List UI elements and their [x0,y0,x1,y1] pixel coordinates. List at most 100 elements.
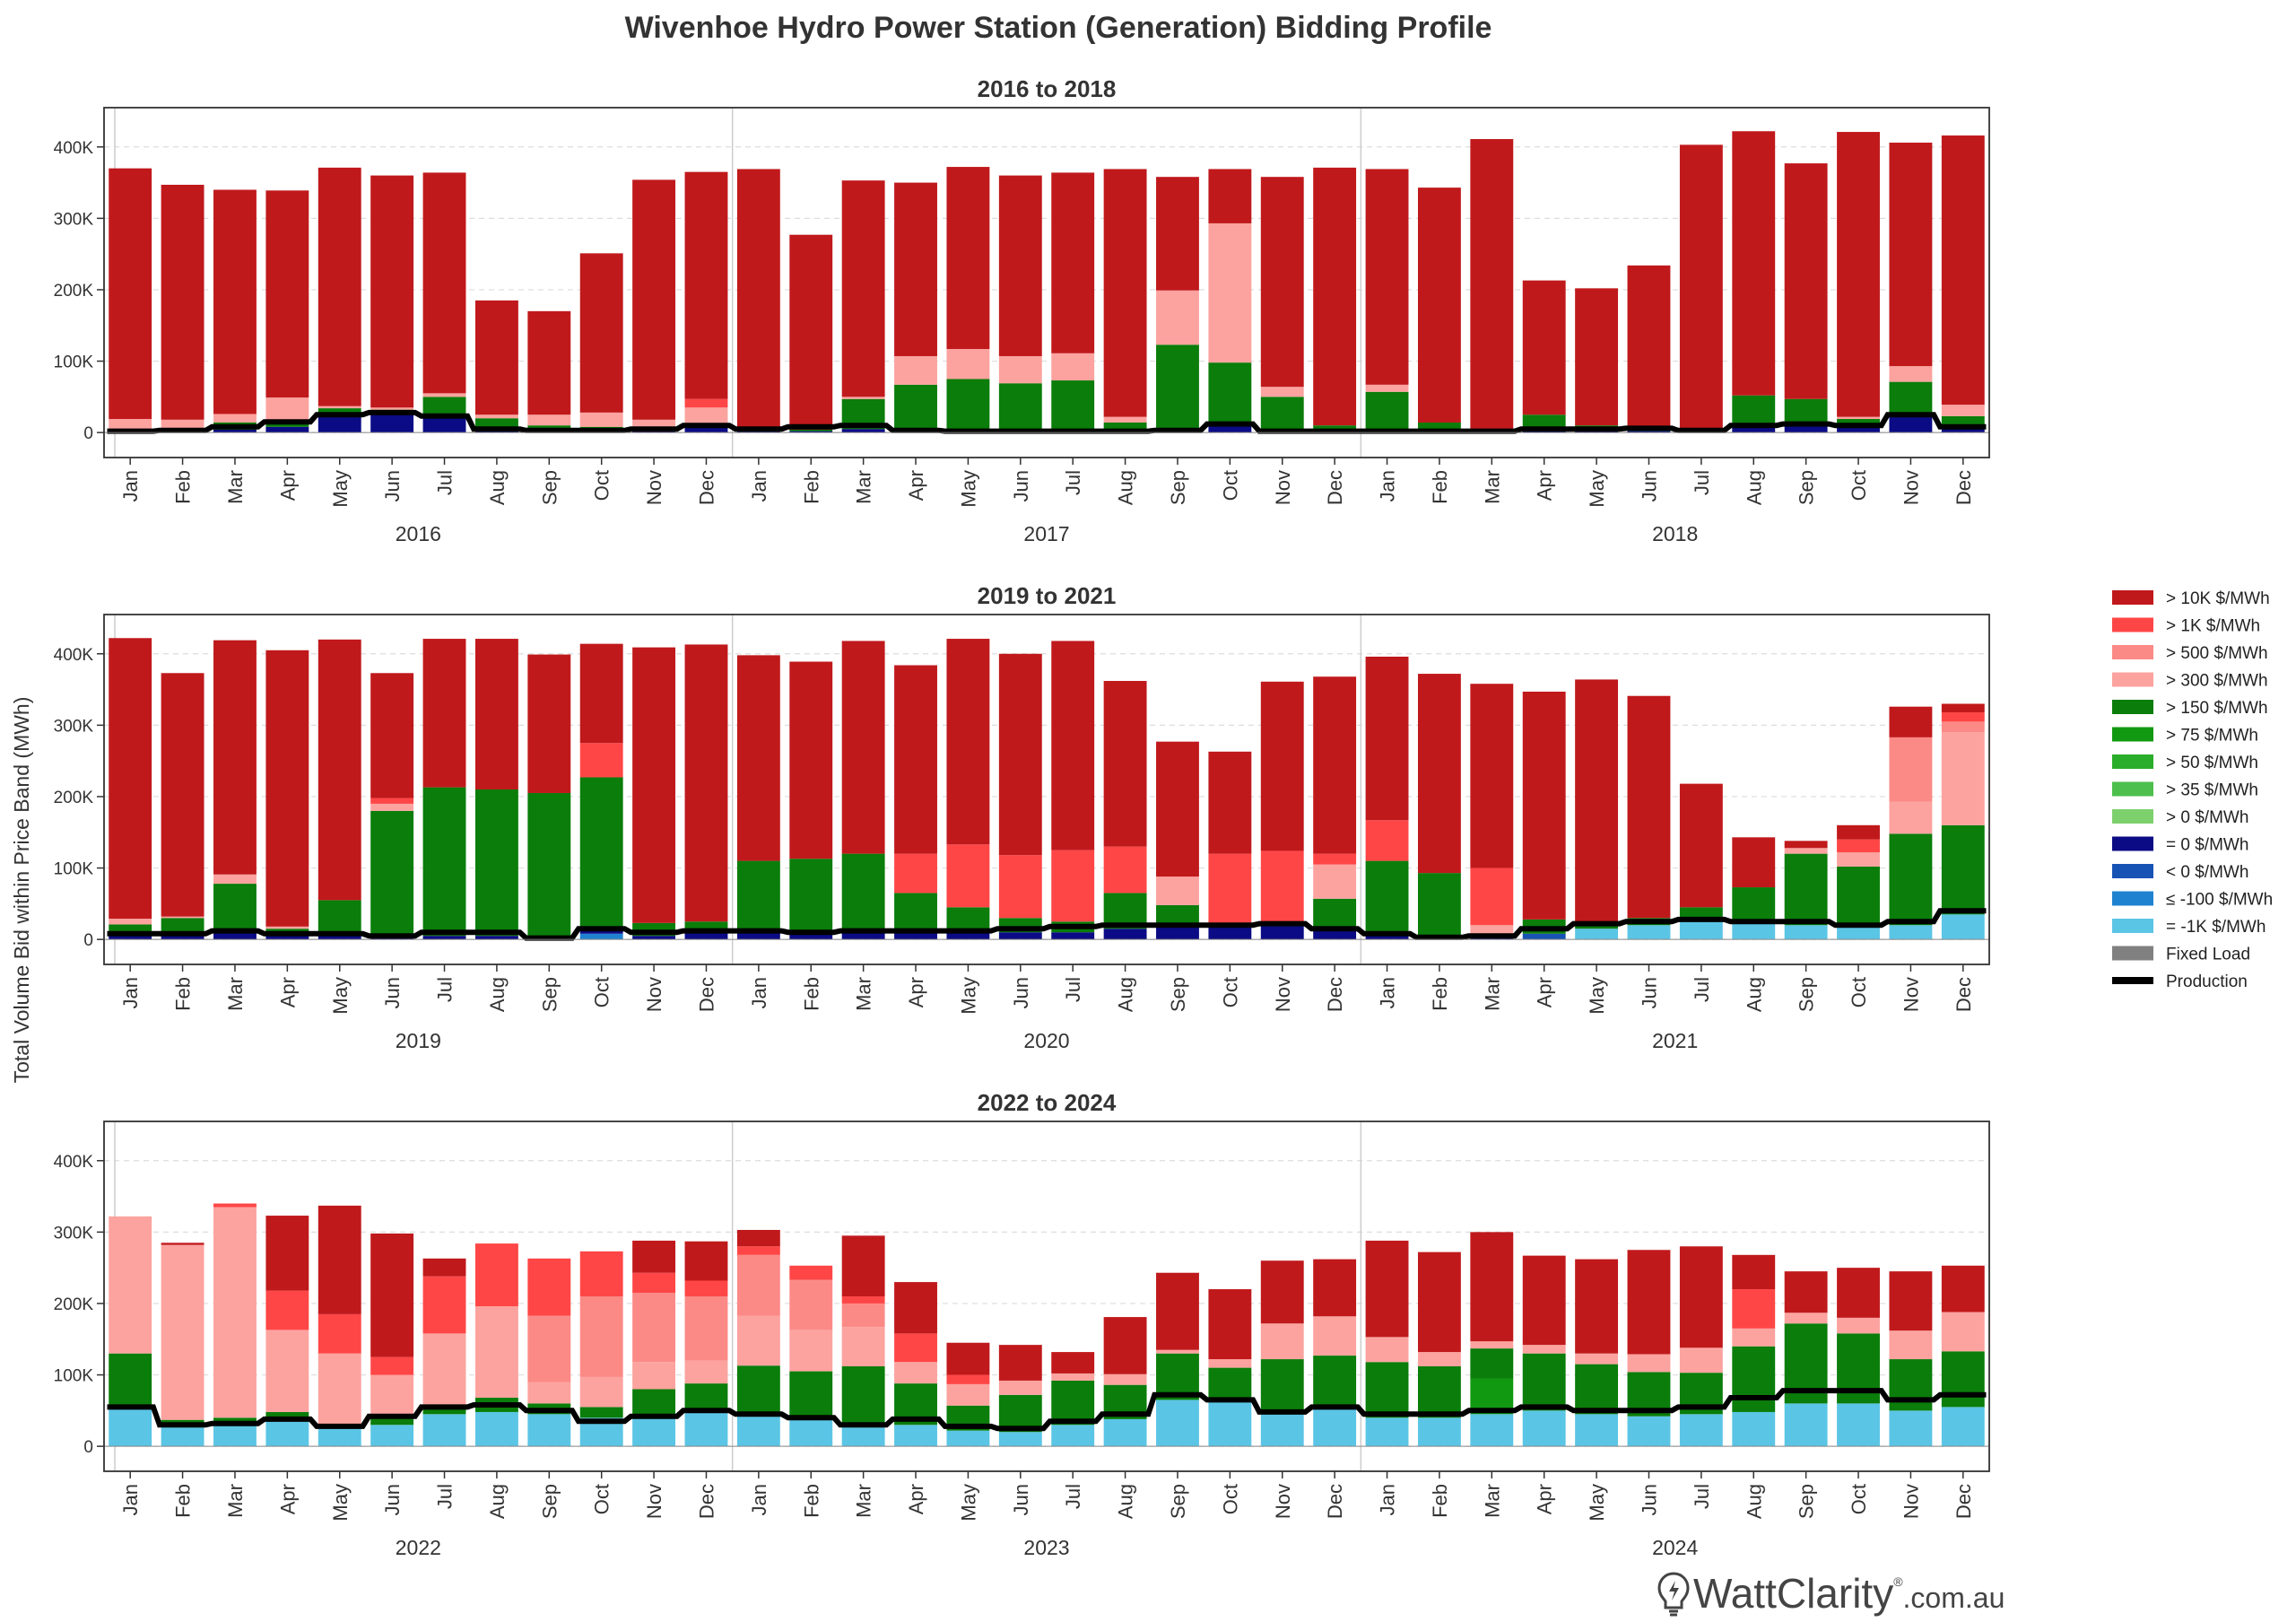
bar-segment-gt1k [579,743,623,778]
bar-segment-gt150 [370,810,414,937]
x-tick-label: Jul [1062,977,1084,1002]
bar-segment-gt150 [894,893,937,933]
bar-segment-gt10k [1313,1259,1357,1317]
x-tick-label: Apr [905,1484,927,1514]
bar-segment-neg1k [1313,1407,1357,1447]
bar-segment-neg1k [317,1428,361,1447]
x-tick-label: May [1586,470,1608,508]
lightbulb-icon [1657,1572,1690,1617]
bar-segment-gt300 [894,355,937,385]
x-tick-label: Feb [172,1484,195,1518]
bar-segment-gt1k [1103,846,1147,894]
x-tick-label: Jun [1638,470,1660,501]
bar-segment-gt300 [474,1306,518,1399]
bar-segment-gt10k [1627,1250,1671,1355]
bar-segment-gt1k [1732,1289,1776,1329]
bar-segment-gt300 [109,419,152,430]
bar-segment-eq0 [1941,426,1985,433]
bar-segment-gt1k [1365,820,1409,861]
legend-swatch [2112,946,2153,961]
bar-segment-gt10k [1627,695,1671,919]
x-tick-label: Oct [1219,977,1241,1007]
bar-segment-gt10k [1837,824,1880,840]
legend-swatch [2112,864,2153,878]
bar-segment-gt300 [1941,1312,1985,1352]
x-tick-label: Apr [276,470,299,501]
bar-segment-gt500 [684,1296,728,1361]
bar-segment-gt150 [1784,398,1828,426]
bar-segment-gt10k [1156,741,1199,877]
bar-segment-gt300 [317,1353,361,1426]
bar-segment-gt150 [684,921,728,933]
x-tick-label: Aug [1115,977,1137,1012]
bar-segment-gt10k [1627,265,1671,428]
x-tick-label: Oct [591,470,613,501]
bar-segment-gt300 [161,916,204,919]
bar-segment-gt10k [579,253,623,413]
bar-segment-gt300 [894,1362,937,1384]
bar-segment-gt10k [946,1342,990,1375]
bar-segment-gt150 [474,789,518,937]
bar-segment-gt10k [1103,681,1147,847]
x-tick-label: Jul [1691,1484,1713,1509]
bar-segment-gt10k [1260,681,1304,851]
x-tick-label: May [329,470,352,508]
x-tick-label: Jul [1062,470,1084,495]
year-label: 2019 [396,1029,441,1052]
bar-segment-gt300 [579,412,623,427]
bar-segment-gt1k [317,1313,361,1354]
x-tick-label: Feb [800,977,822,1011]
bar-segment-eq0 [1208,423,1252,433]
bar-segment-gt10k [1417,1251,1461,1353]
bar-segment-gt300 [1103,1373,1147,1385]
bar-segment-gt1k [736,1246,780,1255]
x-tick-label: Nov [1272,977,1294,1012]
bar-segment-eq0 [422,936,466,940]
x-tick-label: Sep [538,977,561,1012]
x-tick-label: Aug [1115,1484,1137,1519]
bar-segment-gt10k [684,644,728,922]
bar-segment-gt10k [1470,1232,1514,1342]
bar-segment-gt300 [161,1244,204,1420]
bar-segment-gt150 [370,1417,414,1426]
x-tick-label: Feb [172,470,195,504]
bar-segment-gt500 [1889,737,1933,802]
x-tick-label: Oct [1848,977,1870,1007]
bar-segment-eq0 [213,932,257,940]
bar-segment-gt10k [789,661,833,859]
bar-segment-gt150 [789,1371,833,1418]
bar-segment-eq0 [684,426,728,433]
legend-item: < 0 $/MWh [2112,863,2248,882]
bar-segment-gt150 [1417,873,1461,937]
x-tick-label: Jan [119,977,142,1008]
legend-label: = 0 $/MWh [2166,836,2248,855]
bar-segment-gt10k [161,184,204,420]
panel-title: 2019 to 2021 [978,582,1117,609]
bar-segment-gt10k [109,638,152,920]
bar-segment-gt300 [265,1330,309,1412]
legend-item: > 150 $/MWh [2112,699,2268,718]
bar-segment-gt300 [1313,864,1357,899]
bar-segment-gt10k [1313,167,1357,426]
bar-segment-gt300 [1627,1354,1671,1373]
bar-segment-gt10k [1837,132,1880,417]
bar-segment-eq0 [109,936,152,940]
x-tick-label: Feb [1429,1484,1451,1518]
legend-swatch [2112,809,2153,824]
bar-segment-gt10k [1522,280,1566,415]
bar-segment-gt10k [1417,187,1461,423]
bar-segment-gt300 [265,397,309,422]
bar-segment-gt150 [579,777,623,931]
x-tick-label: Mar [853,1484,875,1518]
bar-segment-gt150 [1732,395,1776,426]
y-axis-label: Total Volume Bid within Price Band (MWh) [10,697,33,1084]
x-tick-label: Dec [695,470,718,505]
bar-segment-eq0 [1051,932,1095,940]
bar-segment-eq0 [789,431,833,433]
x-tick-label: Jan [1377,977,1399,1008]
bar-segment-eq0 [1260,925,1304,940]
bar-segment-eq0 [1103,929,1147,940]
bar-segment-gt10k [1575,679,1619,922]
legend-item: Production [2112,972,2248,991]
x-tick-label: Oct [591,1484,613,1514]
